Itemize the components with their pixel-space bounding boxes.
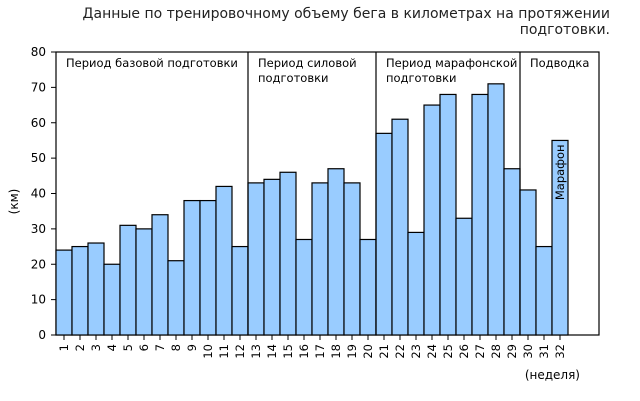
bar-week-1 — [55, 249, 73, 336]
x-tick-label-week-24: 24 — [425, 344, 439, 359]
x-tick-label-week-5: 5 — [121, 344, 135, 351]
bar-week-3 — [87, 242, 105, 336]
period-label-1: Период базовой подготовки — [66, 56, 238, 70]
y-axis-label: (км) — [7, 189, 21, 215]
x-tick-label-week-3: 3 — [89, 344, 103, 351]
bar-week-8 — [167, 260, 185, 336]
bar-week-7 — [151, 214, 169, 336]
x-tick-label-week-19: 19 — [345, 344, 359, 359]
x-tick-label-week-26: 26 — [457, 344, 471, 359]
annotation-marathon: Марафон — [553, 144, 567, 200]
x-tick-label-week-13: 13 — [249, 344, 263, 359]
x-tick-label-week-21: 21 — [377, 344, 391, 359]
bar-week-6 — [135, 228, 153, 336]
y-tick-label: 70 — [31, 80, 46, 94]
x-tick-label-week-28: 28 — [489, 344, 503, 359]
bar-week-31 — [535, 245, 553, 336]
bar-week-2 — [71, 245, 89, 336]
x-tick-label-week-1: 1 — [57, 344, 71, 351]
x-tick-label-week-11: 11 — [217, 344, 231, 359]
bar-week-18 — [327, 168, 345, 336]
chart-title: Данные по тренировочному объему бега в к… — [82, 6, 610, 38]
bar-week-30 — [519, 189, 537, 336]
x-tick-label-week-7: 7 — [153, 344, 167, 351]
x-tick-label-week-12: 12 — [233, 344, 247, 359]
bar-week-4 — [103, 263, 121, 336]
x-axis-label: (неделя) — [525, 368, 580, 382]
bar-week-9 — [183, 199, 201, 336]
period-label-3-line-1: Период марафонской — [386, 56, 517, 70]
y-tick-label: 50 — [31, 151, 46, 165]
y-tick-label: 10 — [31, 293, 46, 307]
bar-week-16 — [295, 238, 313, 336]
bar-week-26 — [455, 217, 473, 336]
x-tick-label-week-10: 10 — [201, 344, 215, 359]
bar-week-17 — [311, 182, 329, 336]
x-tick-label-week-15: 15 — [281, 344, 295, 359]
x-tick-label-week-16: 16 — [297, 344, 311, 359]
bar-week-27 — [471, 93, 489, 336]
x-tick-label-week-31: 31 — [537, 344, 551, 359]
bar-week-13 — [247, 182, 265, 336]
x-tick-label-week-17: 17 — [313, 344, 327, 359]
period-label-4: Подводка — [530, 56, 589, 70]
x-tick-label-week-8: 8 — [169, 344, 183, 351]
x-tick-label-week-25: 25 — [441, 344, 455, 359]
bar-week-5 — [119, 224, 137, 336]
bar-week-22 — [391, 118, 409, 336]
x-tick-label-week-14: 14 — [265, 344, 279, 359]
bar-week-19 — [343, 182, 361, 336]
y-tick-label: 20 — [31, 257, 46, 271]
period-label-2-line-1: Период силовой — [258, 56, 357, 70]
period-label-2-line-2: подготовки — [258, 71, 329, 85]
x-tick-label-week-4: 4 — [105, 344, 119, 351]
bar-week-25 — [439, 93, 457, 336]
x-tick-label-week-18: 18 — [329, 344, 343, 359]
x-tick-label-week-29: 29 — [505, 344, 519, 359]
x-tick-label-week-32: 32 — [553, 344, 567, 359]
y-tick-label: 80 — [31, 45, 46, 59]
y-tick-label: 30 — [31, 222, 46, 236]
x-tick-label-week-30: 30 — [521, 344, 535, 359]
bar-week-24 — [423, 104, 441, 336]
bar-week-10 — [199, 199, 217, 336]
y-tick-label: 40 — [31, 187, 46, 201]
bar-week-28 — [487, 83, 505, 336]
bar-week-29 — [503, 168, 521, 336]
bar-week-23 — [407, 231, 425, 336]
bar-week-14 — [263, 178, 281, 336]
x-tick-label-week-2: 2 — [73, 344, 87, 351]
period-label-3-line-2: подготовки — [386, 71, 457, 85]
x-tick-label-week-22: 22 — [393, 344, 407, 359]
y-tick-label: 0 — [38, 328, 46, 342]
bar-week-15 — [279, 171, 297, 336]
bar-week-11 — [215, 185, 233, 336]
bar-week-21 — [375, 132, 393, 336]
x-tick-label-week-23: 23 — [409, 344, 423, 359]
x-tick-label-week-9: 9 — [185, 344, 199, 351]
x-tick-label-week-27: 27 — [473, 344, 487, 359]
bar-week-20 — [359, 238, 377, 336]
x-tick-label-week-6: 6 — [137, 344, 151, 351]
x-tick-label-week-20: 20 — [361, 344, 375, 359]
bar-week-12 — [231, 245, 249, 336]
y-tick-label: 60 — [31, 116, 46, 130]
